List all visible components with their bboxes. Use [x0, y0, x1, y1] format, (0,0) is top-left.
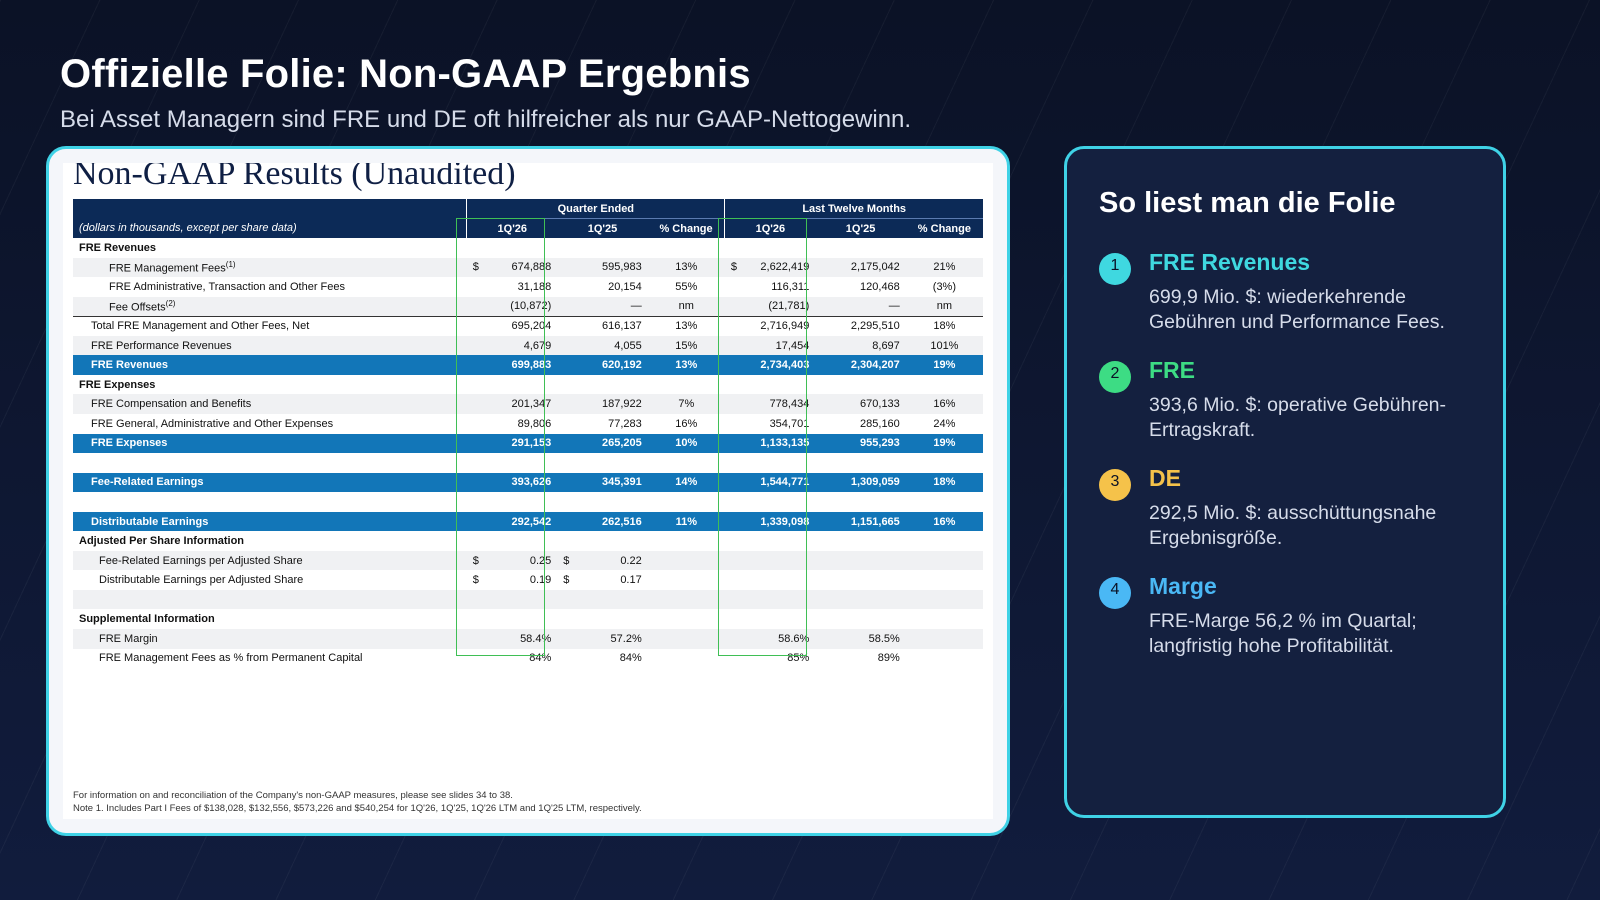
table-row: Supplemental Information — [79, 613, 215, 626]
col-q-prev: 1Q'25 — [557, 218, 648, 239]
page-title: Offizielle Folie: Non-GAAP Ergebnis — [60, 52, 751, 96]
table-row: FRE Management Fees as % from Permanent … — [99, 652, 900, 665]
number-badge: 2 — [1099, 361, 1131, 393]
number-badge: 4 — [1099, 577, 1131, 609]
col-l-prev: 1Q'25 — [815, 218, 906, 239]
table-row: Fee-Related Earnings per Adjusted Share … — [73, 550, 983, 571]
col-q-cur: 1Q'26 — [466, 218, 558, 239]
units-note: (dollars in thousands, except per share … — [73, 218, 467, 239]
table-row: FRE Performance Revenues 4,679 4,055 15%… — [73, 335, 983, 356]
table-row: Fee Offsets(2) (10,872) — nm (21,781) — … — [73, 296, 983, 317]
table-row-total: FRE Revenues 699,883 620,192 13% 2,734,4… — [73, 355, 983, 375]
table-row: Distributable Earnings per Adjusted Shar… — [99, 574, 642, 587]
header-last-twelve-months: Last Twelve Months — [724, 199, 983, 220]
table-row: FRE Margin 58.4% 57.2% 58.6% 58.5% — [73, 629, 983, 649]
table-row: Total FRE Management and Other Fees, Net… — [91, 320, 956, 333]
col-l-cur: 1Q'26 — [724, 218, 816, 239]
guide-item-title: FRE Revenues — [1149, 249, 1311, 275]
table-row-total: Distributable Earnings 292,542 262,516 1… — [73, 511, 983, 532]
non-gaap-table: Quarter Ended Last Twelve Months (dollar… — [73, 199, 983, 668]
table-row: FRE Compensation and Benefits 201,347 18… — [73, 394, 983, 415]
table-row: FRE Administrative, Transaction and Othe… — [109, 280, 957, 293]
table-row: FRE Revenues — [79, 241, 157, 254]
reading-guide-title: So liest man die Folie — [1099, 187, 1396, 219]
guide-item-desc: 393,6 Mio. $: operative Gebühren-Ertrags… — [1149, 394, 1447, 441]
table-row-total: Fee-Related Earnings 393,626 345,391 14%… — [73, 472, 983, 493]
table-row-blank — [73, 492, 983, 512]
guide-item-desc: 699,9 Mio. $: wiederkehrende Gebühren un… — [1149, 286, 1445, 333]
number-badge: 3 — [1099, 469, 1131, 501]
table-header-columns: (dollars in thousands, except per share … — [73, 218, 983, 239]
guide-item-desc: FRE-Marge 56,2 % im Quartal; langfristig… — [1149, 610, 1417, 657]
guide-item-desc: 292,5 Mio. $: ausschüttungsnahe Ergebnis… — [1149, 502, 1437, 549]
slide-heading: Non-GAAP Results (Unaudited) — [73, 163, 516, 192]
number-badge: 1 — [1099, 253, 1131, 285]
slide-footnote: For information on and reconciliation of… — [73, 790, 642, 814]
table-row: Adjusted Per Share Information — [79, 535, 245, 548]
table-row-blank — [73, 453, 983, 473]
slide-image: Non-GAAP Results (Unaudited) Quarter End… — [63, 163, 993, 819]
table-row-blank — [73, 589, 983, 610]
slide-panel: Non-GAAP Results (Unaudited) Quarter End… — [46, 146, 1010, 836]
table-header-group: Quarter Ended Last Twelve Months — [73, 199, 983, 220]
table-row: FRE Expenses — [79, 378, 156, 391]
col-l-chg: % Change — [905, 218, 983, 239]
reading-guide-panel: So liest man die Folie 1 FRE Revenues 69… — [1064, 146, 1506, 818]
table-row-total: FRE Expenses 291,153 265,205 10% 1,133,1… — [73, 433, 983, 454]
guide-item-title: FRE — [1149, 357, 1195, 383]
table-row: FRE General, Administrative and Other Ex… — [91, 417, 956, 430]
header-quarter-ended: Quarter Ended — [466, 199, 725, 220]
guide-item-title: DE — [1149, 465, 1181, 491]
col-q-chg: % Change — [647, 218, 725, 239]
guide-item-title: Marge — [1149, 573, 1217, 599]
table-row: FRE Management Fees(1) $674,888 595,983 … — [73, 257, 983, 278]
page-subtitle: Bei Asset Managern sind FRE und DE oft h… — [60, 106, 912, 133]
